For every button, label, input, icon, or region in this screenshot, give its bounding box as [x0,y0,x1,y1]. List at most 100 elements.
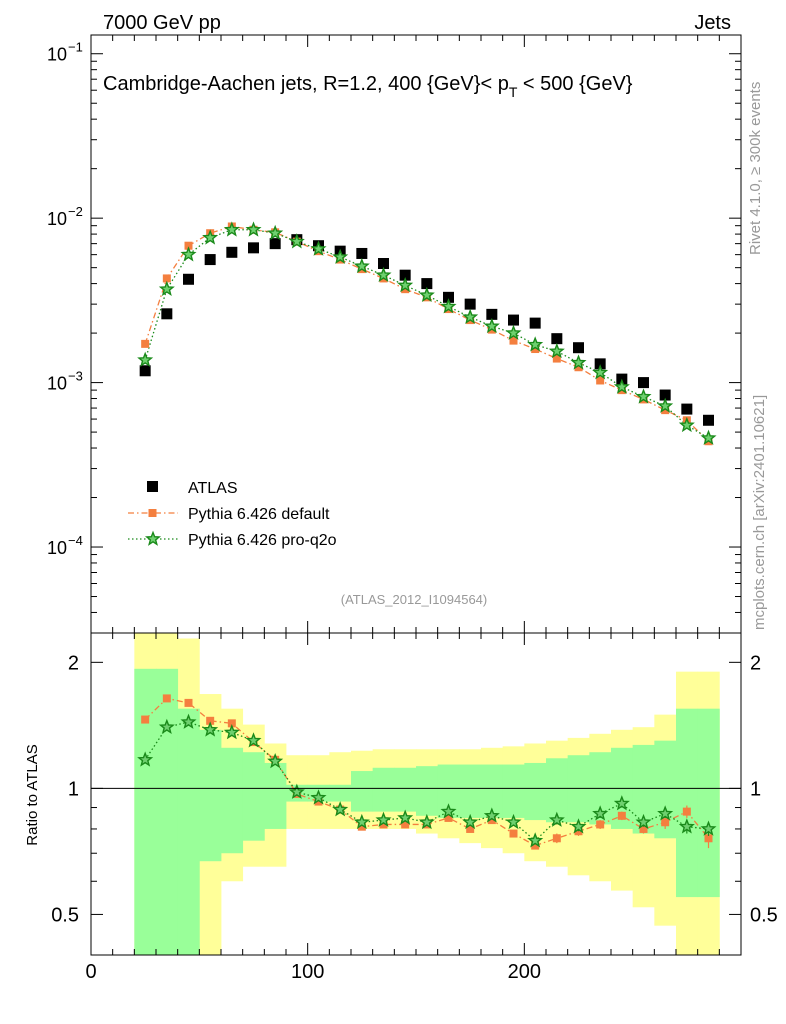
main-y-tick-base: 10 [47,45,67,65]
ratio-default-point [141,715,150,724]
legend-default-marker [148,509,157,517]
atlas-point [508,314,519,326]
main-y-tick-label: 10 [47,374,67,394]
ratio-band-green [632,744,655,834]
ratio-pro-q2o-point [635,813,652,830]
pythia-default-point [661,406,670,415]
ratio-pro-q2o-point [527,832,544,848]
ratio-pro-q2o-point [137,751,154,767]
atlas-point [269,238,281,250]
ratio-default-point [357,822,366,831]
ratio-pro-q2o-point [570,818,587,834]
mcplots-label: mcplots.cern.ch [arXiv:2401.10621] [751,395,768,630]
main-y-tick-base: 10 [47,538,67,558]
ratio-band-green [351,771,374,812]
legend-atlas-label: ATLAS [188,480,238,497]
pythia-pro-q2o-point [353,257,370,274]
pythia-default-point [184,241,193,250]
ratio-default-point [661,818,670,827]
pythia-pro-q2o-point [137,351,154,367]
ratio-x-tick-label: 100 [291,961,324,983]
ratio-band-green [416,766,439,816]
main-plot [137,221,717,446]
ratio-band-green [437,764,460,818]
ratio-pro-q2o-point [375,811,392,827]
ratio-band-green [524,762,547,821]
ratio-pro-q2o-point [440,803,457,819]
ratio-pro-q2o-point [678,818,695,834]
pythia-pro-q2o-point [657,397,674,413]
ratio-band-green [697,708,720,898]
ratio-band-green [502,764,525,818]
pythia-pro-q2o-point [570,354,587,370]
ratio-band-green [394,767,417,812]
ratio-axes: 2 2 1 1 0.5 0.5 0 100 200 [51,633,778,983]
atlas-point [681,403,693,415]
main-y-tick-label: 10 [47,45,67,65]
ratio-default-point [487,816,496,825]
ratio-pro-q2o-point [483,807,500,823]
ratio-pro-q2o-point [245,732,262,748]
ratio-x-tick-label: 0 [85,961,96,983]
rivet-version-label: Rivet 4.1.0, ≥ 300k events [747,82,764,255]
ratio-pro-q2o-point [418,813,435,830]
pythia-default-point [596,376,605,385]
ratio-pro-q2o-point [548,811,565,827]
atlas-point [486,308,498,320]
pythia-default-point [509,336,518,345]
ratio-default-point [206,716,215,725]
atlas-point [573,342,584,354]
legend-pro-q2o-label: Pythia 6.426 pro-q2o [188,532,337,549]
plot-title-end: < 500 {GeV} [517,73,632,95]
ratio-y-tick-label-right: 1 [750,778,761,800]
atlas-point [594,358,606,370]
ratio-pro-q2o-point [223,724,240,740]
pythia-pro-q2o-point [462,308,479,324]
plot-title-subscript: T [509,84,518,100]
legend-pro-q2o-star [144,530,162,546]
ratio-default-point [379,820,388,829]
header-right-label: Jets [694,12,731,34]
legend-atlas-marker [147,481,158,492]
ratio-pro-q2o-point [592,805,609,821]
pythia-pro-q2o-point [527,336,544,352]
ratio-pro-q2o-point [332,801,349,817]
atlas-point [139,365,151,377]
atlas-point [356,247,368,259]
pythia-pro-q2o-point [180,246,197,262]
ratio-default-point [509,829,518,838]
ratio-plot [137,694,717,850]
ratio-pro-q2o-point [397,809,414,825]
pythia-default-point [574,363,583,372]
atlas-point [161,308,173,320]
ratio-default-point [314,797,323,806]
ratio-band-green [329,784,352,802]
ratio-default-point [466,824,475,833]
ratio-band-green [264,762,287,829]
atlas-point [529,317,541,329]
pythia-pro-q2o-point [202,229,219,245]
pythia-default-point [162,274,171,283]
ratio-pro-q2o-point [353,813,370,830]
main-y-tick-exponent: −3 [68,369,83,384]
pythia-pro-q2o-point [678,416,695,433]
main-axes: 10−110−210−310−4 [47,35,741,634]
ratio-pro-q2o-point [613,795,630,811]
ratio-band-green [242,752,265,841]
ratio-band-green [156,668,179,955]
ratio-default-point [444,813,453,822]
ratio-pro-q2o-point [657,805,674,821]
pythia-default-line [144,225,709,442]
ratio-band-green [481,764,504,818]
pythia-default-point [401,285,410,294]
header-left-label: 7000 GeV pp [103,12,221,34]
ratio-uncertainty-bands [134,633,720,955]
ratio-band-green [199,729,222,862]
pythia-pro-q2o-point [635,388,652,404]
pythia-pro-q2o-point [267,224,284,241]
atlas-point [551,333,563,345]
atlas-point [421,278,433,290]
ratio-band-green [221,747,244,854]
pythia-pro-q2o-point [592,364,609,380]
legend-default-label: Pythia 6.426 default [188,506,330,523]
